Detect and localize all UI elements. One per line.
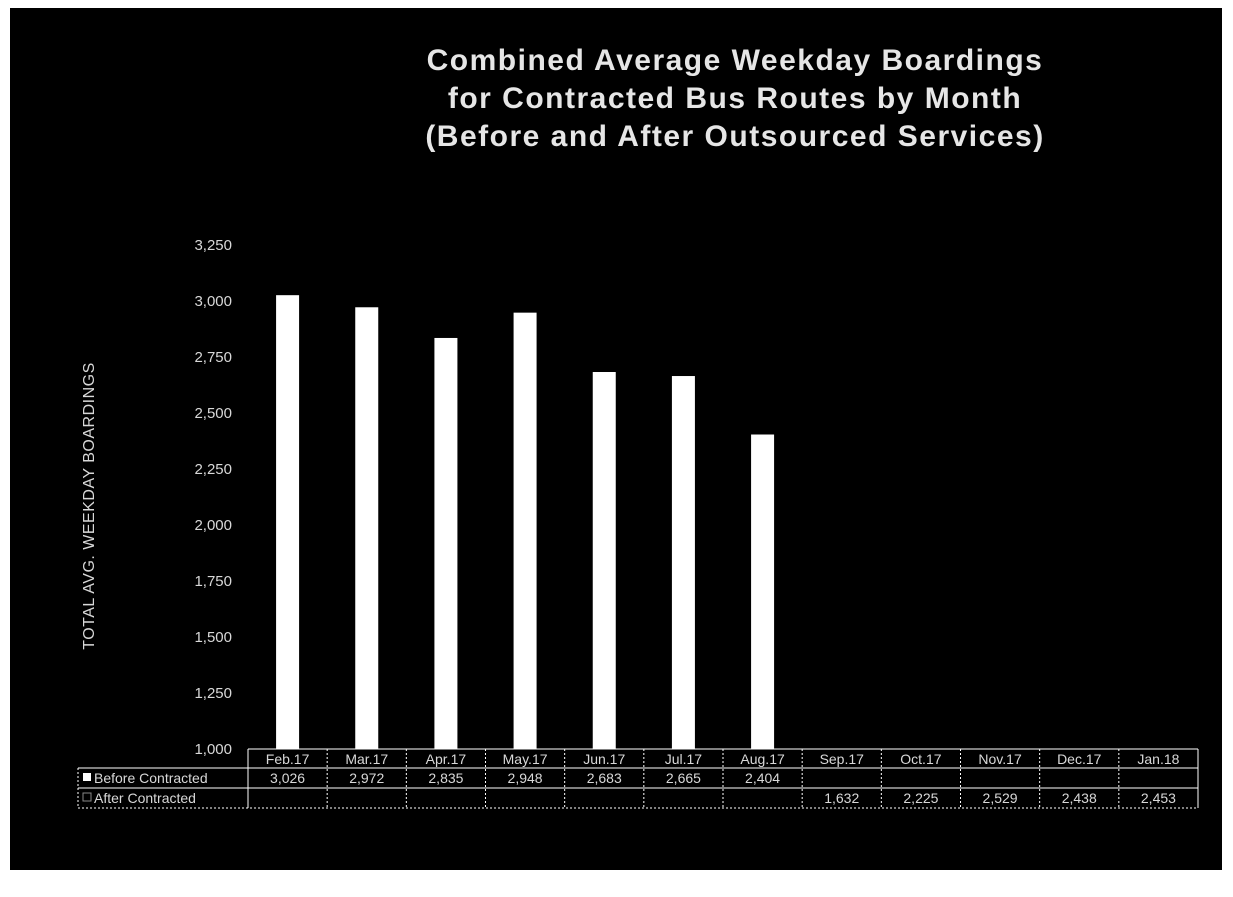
y-tick-label: 2,250 xyxy=(194,461,232,478)
x-category-label: May.17 xyxy=(503,751,548,767)
legend-key-after xyxy=(82,792,92,802)
bar-after-8 xyxy=(909,474,933,749)
chart-title-line-1: Combined Average Weekday Boardings xyxy=(426,44,1044,77)
y-tick-label: 1,500 xyxy=(194,629,232,646)
bar-after-10 xyxy=(1067,426,1091,749)
data-label: 2,972 xyxy=(349,770,384,786)
data-label: 2,225 xyxy=(903,790,938,806)
bar-after-11 xyxy=(1146,423,1170,749)
bar-chart: 1,000 1,250 1,500 1,750 2,000 2,250 2,500 2,750… xyxy=(77,237,1199,809)
data-label: 2,453 xyxy=(1141,790,1176,806)
chart-title-line-2: for Contracted Bus Routes by Month xyxy=(447,82,1023,115)
bar-after-9 xyxy=(988,406,1012,749)
y-tick-label: 3,000 xyxy=(194,293,232,310)
bar-before-0 xyxy=(276,295,300,749)
legend-label-after: After Contracted xyxy=(94,790,196,806)
chart-frame: Combined Average Weekday Boardings for C… xyxy=(10,8,1222,870)
x-category-label: Nov.17 xyxy=(978,751,1022,767)
legend-label-before: Before Contracted xyxy=(94,770,208,786)
data-label: 2,948 xyxy=(508,770,543,786)
bar-after-7 xyxy=(830,607,854,749)
data-label: 2,835 xyxy=(428,770,463,786)
bar-before-3 xyxy=(513,312,537,749)
data-label: 1,632 xyxy=(824,790,859,806)
bar-before-5 xyxy=(671,376,695,749)
y-tick-label: 1,750 xyxy=(194,573,232,590)
y-tick-label: 1,250 xyxy=(194,685,232,702)
y-axis-title: TOTAL AVG. WEEKDAY BOARDINGS xyxy=(81,362,98,650)
y-tick-label: 3,250 xyxy=(194,237,232,254)
x-category-label: Mar.17 xyxy=(345,751,388,767)
x-category-label: Feb.17 xyxy=(266,751,310,767)
y-tick-label: 2,750 xyxy=(194,349,232,366)
x-category-label: Jan.18 xyxy=(1137,751,1179,767)
x-category-label: Oct.17 xyxy=(900,751,941,767)
bar-before-1 xyxy=(355,307,379,749)
data-label: 2,404 xyxy=(745,770,780,786)
bar-before-6 xyxy=(751,434,775,749)
data-label: 2,665 xyxy=(666,770,701,786)
x-category-label: Sep.17 xyxy=(820,751,865,767)
bar-before-2 xyxy=(434,337,458,749)
chart-title-line-3: (Before and After Outsourced Services) xyxy=(425,120,1045,153)
bar-before-4 xyxy=(592,372,616,749)
legend-key-before xyxy=(83,773,91,781)
data-label: 2,683 xyxy=(587,770,622,786)
x-category-label: Jul.17 xyxy=(665,751,703,767)
y-tick-label: 1,000 xyxy=(194,741,232,758)
y-tick-label: 2,500 xyxy=(194,405,232,422)
x-category-label: Apr.17 xyxy=(426,751,467,767)
y-tick-label: 2,000 xyxy=(194,517,232,534)
data-label: 2,438 xyxy=(1062,790,1097,806)
x-category-label: Aug.17 xyxy=(740,751,785,767)
data-label: 3,026 xyxy=(270,770,305,786)
x-category-label: Dec.17 xyxy=(1057,751,1102,767)
x-category-label: Jun.17 xyxy=(583,751,625,767)
data-label: 2,529 xyxy=(983,790,1018,806)
